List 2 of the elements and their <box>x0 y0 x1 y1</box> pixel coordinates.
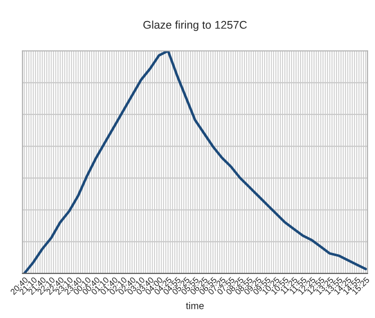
x-axis-title: time <box>186 302 204 310</box>
chart-title: Glaze firing to 1257C <box>143 20 247 31</box>
